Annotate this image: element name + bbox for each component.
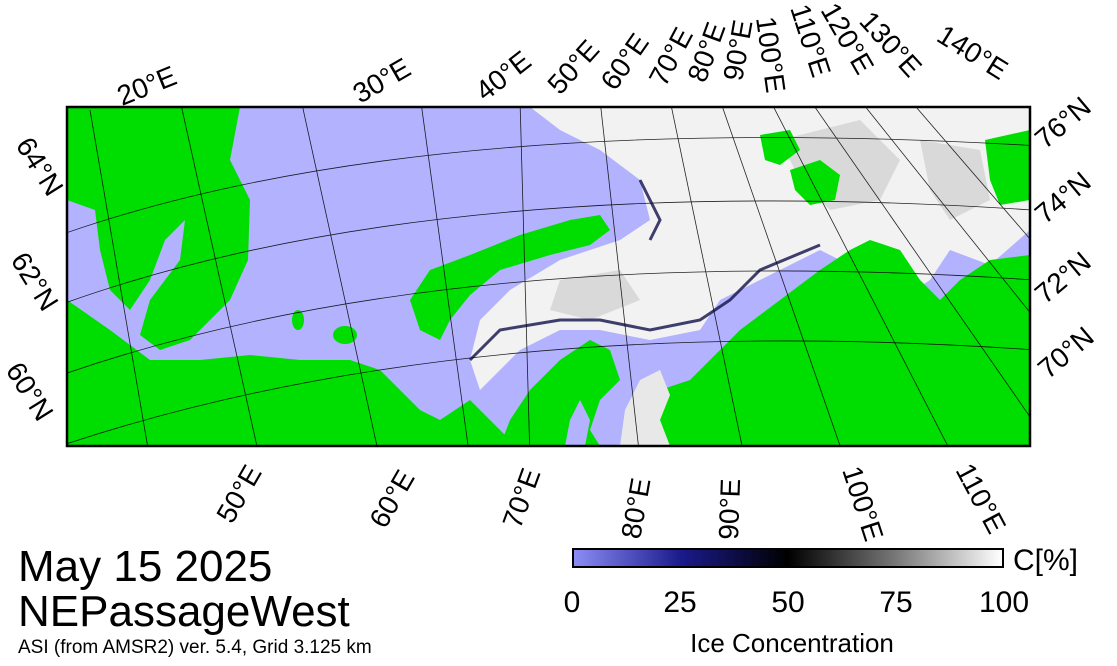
lat-label-left: 62°N: [5, 247, 64, 316]
lon-label-top: 50°E: [541, 34, 605, 100]
lon-label-bottom: 50°E: [210, 460, 267, 528]
lon-label-top: 40°E: [470, 45, 537, 107]
lat-label-right: 70°N: [1032, 321, 1100, 385]
colorbar-tick: 100: [978, 586, 1030, 619]
left-lat-labels: 64°N 62°N 60°N: [0, 132, 69, 426]
top-lon-labels: 20°E 30°E 40°E 50°E60°E70°E80°E90°E100°E110…: [113, 0, 1014, 112]
lat-label-left: 60°N: [0, 357, 59, 426]
lon-label-top: 140°E: [932, 19, 1013, 86]
land-taymyr: [620, 240, 1030, 446]
date-label: May 15 2025: [18, 542, 273, 591]
colorbar-unit: C[%]: [1013, 544, 1079, 577]
lat-label-right: 74°N: [1029, 166, 1097, 230]
colorbar-tick: 0: [563, 586, 581, 619]
lon-label-bottom: 110°E: [950, 458, 1012, 538]
colorbar-tick: 75: [879, 586, 913, 619]
lon-label-bottom: 100°E: [836, 462, 889, 544]
lon-label-top: 100°E: [750, 15, 791, 95]
land-new-siberian: [985, 130, 1030, 205]
lon-label-top: 60°E: [595, 28, 655, 96]
land-novaya-zemlya: [410, 215, 610, 340]
lat-label-right: 76°N: [1029, 91, 1097, 155]
colorbar-title: Ice Concentration: [690, 628, 894, 658]
lon-label-bottom: 90°E: [713, 478, 746, 540]
lat-label-left: 64°N: [10, 132, 69, 201]
map-content: [67, 107, 1030, 446]
lon-label-bottom: 80°E: [615, 476, 656, 541]
lon-label-top: 20°E: [113, 60, 181, 112]
sea-ice-texture: [550, 120, 990, 320]
bottom-lon-labels: 50°E 60°E 70°E 80°E 90°E 100°E 110°E: [210, 458, 1012, 544]
sea-ice-edge: [468, 179, 821, 362]
map-frame: [65, 105, 1032, 448]
lon-label-bottom: 60°E: [363, 465, 420, 533]
region-label: NEPassageWest: [18, 587, 350, 636]
land-siberia: [500, 340, 620, 446]
land-southwest: [67, 300, 520, 446]
land-severnaya-zemlya: [760, 130, 840, 205]
land-kolguev: [333, 326, 357, 344]
lat-label-right: 72°N: [1029, 246, 1097, 310]
product-label: ASI (from AMSR2) ver. 5.4, Grid 3.125 km: [18, 637, 372, 658]
colorbar-tick: 25: [663, 586, 697, 619]
land-scandinavia: [67, 107, 250, 350]
ob-gulf: [620, 370, 670, 446]
graticule: [67, 107, 1030, 446]
lon-label-top: 30°E: [348, 52, 416, 109]
right-lat-labels: 76°N 74°N 72°N 70°N: [1029, 91, 1100, 385]
colorbar: [572, 548, 1004, 568]
land-islet: [292, 310, 304, 330]
yenisei-gulf: [565, 400, 590, 446]
colorbar-tick: 50: [771, 586, 805, 619]
lon-label-bottom: 70°E: [497, 464, 547, 532]
